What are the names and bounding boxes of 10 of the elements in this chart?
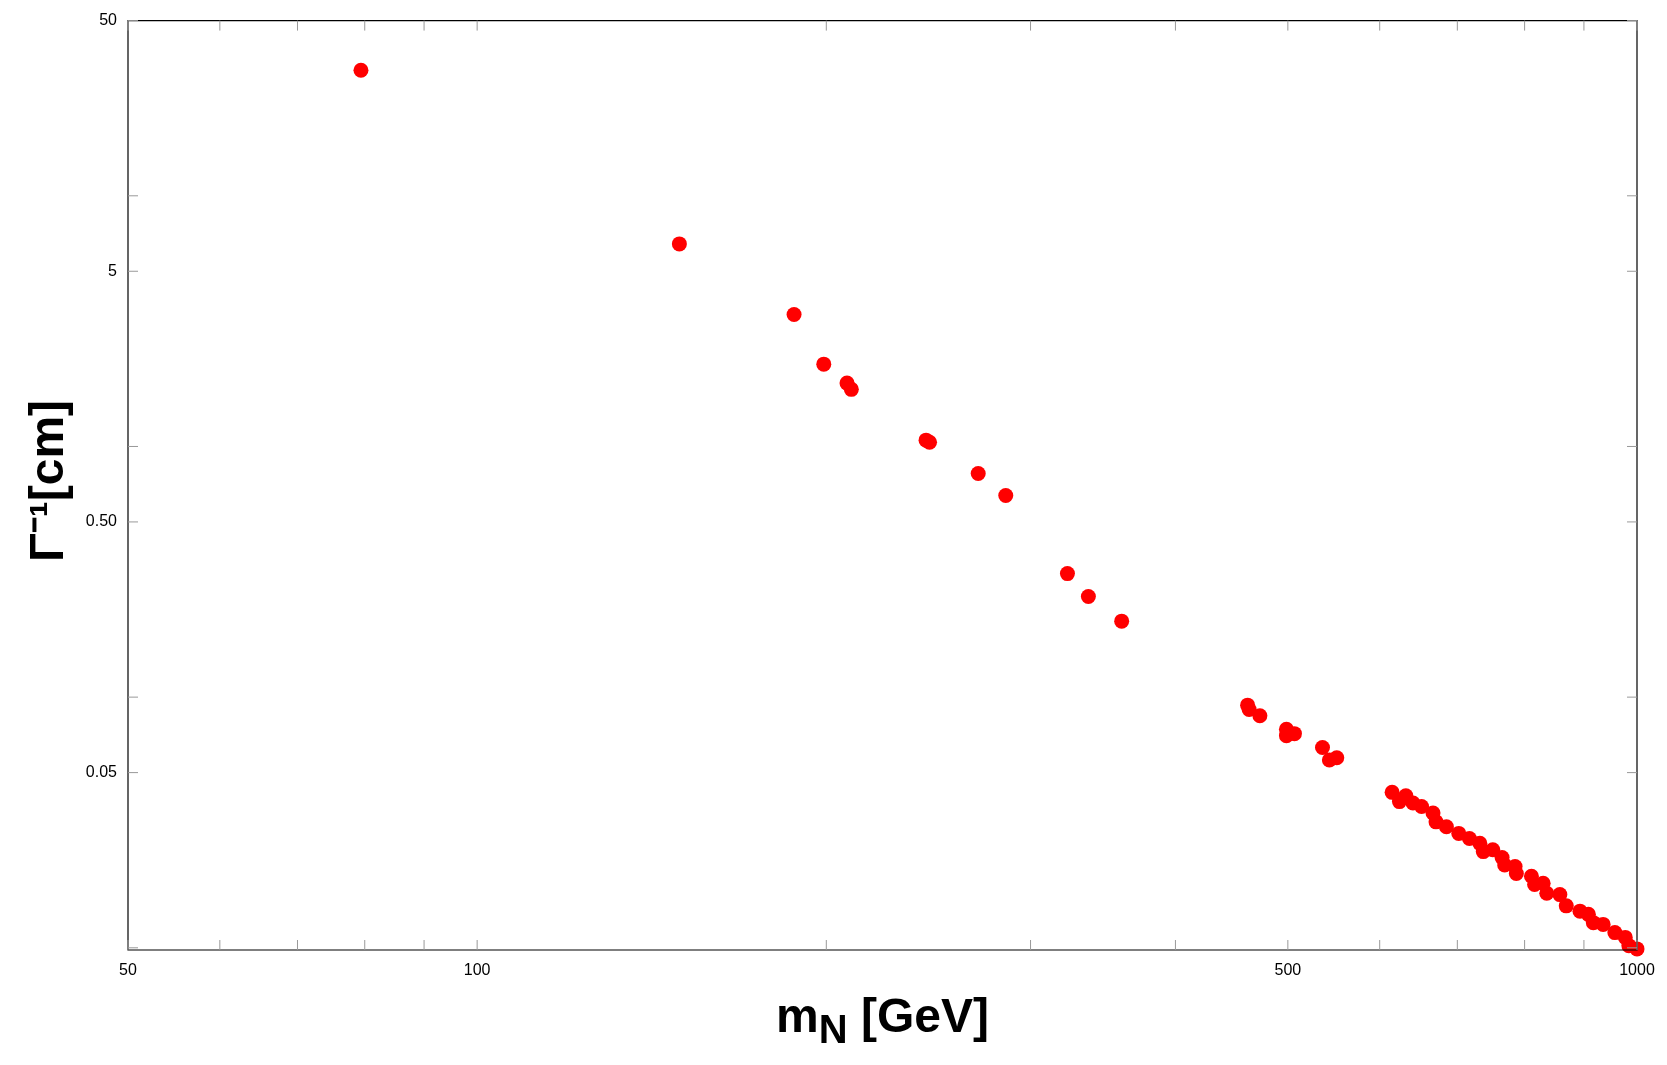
x-tick-label: 100 [463, 961, 491, 979]
y-tick-label: 50 [99, 11, 118, 29]
y-axis-title: Γ⁻¹[cm] [18, 399, 74, 563]
y-tick-label: 5 [108, 261, 118, 279]
y-tick-label: 0.50 [85, 512, 118, 530]
x-tick-label: 500 [1274, 961, 1302, 979]
y-tick-label: 0.05 [85, 763, 118, 780]
x-tick-label: 50 [119, 961, 137, 979]
x-tick-label: 1000 [1619, 961, 1655, 979]
x-axis-title: m$_{N}$ [GeV] [775, 988, 990, 1052]
